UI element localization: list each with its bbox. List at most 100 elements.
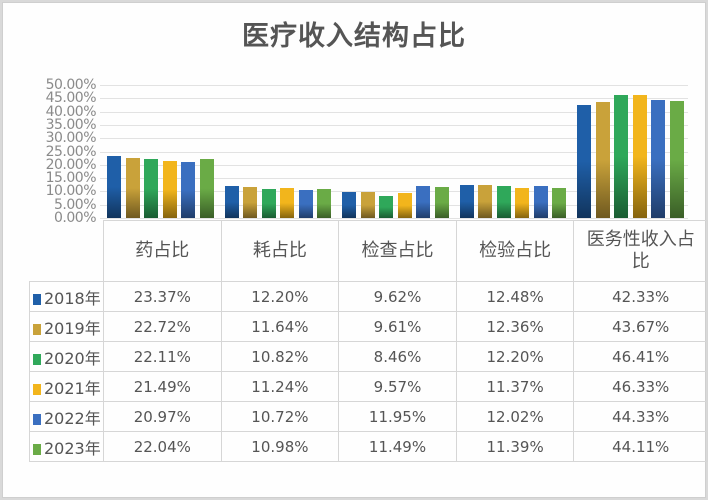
data-table: 药占比 耗占比 检查占比 检验占比 医务性收入占比 2018年 23.37% 12.…: [29, 220, 708, 462]
bar: [614, 94, 629, 218]
table-cell: 42.33%: [573, 281, 708, 312]
table-cell: 11.24%: [220, 371, 340, 402]
chart-title: 医疗收入结构占比: [242, 21, 466, 52]
y-tick-label: 25.00%: [45, 143, 97, 160]
y-tick-label: 0.00%: [54, 210, 96, 226]
gridline: [100, 111, 688, 113]
table-cell: 46.33%: [573, 371, 708, 402]
legend-swatch-icon: [33, 413, 41, 425]
bar: [416, 186, 431, 218]
legend-swatch-icon: [33, 293, 41, 305]
bar: [317, 188, 332, 218]
gridline: [100, 85, 688, 86]
column-header: 耗占比: [220, 220, 340, 282]
bar: [360, 192, 375, 218]
gridline: [100, 151, 688, 153]
bar: [199, 159, 214, 218]
plot-area: [100, 85, 688, 219]
table-row: 2018年 23.37% 12.20% 9.62% 12.48% 42.33%: [29, 281, 708, 312]
legend-row-label: 2022年: [29, 401, 104, 432]
table-row: 2019年 22.72% 11.64% 9.61% 12.36% 43.67%: [29, 311, 708, 342]
y-tick-label: 40.00%: [45, 103, 97, 120]
bar: [144, 159, 158, 218]
legend-row-label: 2023年: [29, 431, 104, 462]
gridline: [100, 124, 688, 126]
table-row: 2023年 22.04% 10.98% 11.49% 11.39% 44.11%: [29, 431, 708, 462]
legend-label: 2022年: [44, 408, 101, 428]
table-cell: 11.37%: [455, 371, 575, 402]
table-cell: 11.39%: [455, 431, 575, 462]
bar: [552, 187, 567, 218]
table-cell: 9.62%: [338, 281, 457, 312]
table-cell: 44.11%: [573, 431, 708, 462]
bar: [162, 160, 177, 218]
table-cell: 8.46%: [338, 341, 457, 372]
table-header-row: 药占比 耗占比 检查占比 检验占比 医务性收入占比: [30, 220, 708, 282]
table-cell: 11.64%: [220, 311, 340, 342]
bar: [342, 192, 357, 218]
legend-swatch-icon: [33, 323, 41, 335]
table-cell: 10.98%: [220, 431, 340, 462]
gridline: [100, 164, 688, 166]
table-row: 2020年 22.11% 10.82% 8.46% 12.20% 46.41%: [29, 341, 708, 372]
y-tick-label: 10.00%: [45, 183, 97, 200]
table-cell: 10.72%: [220, 401, 340, 432]
bar: [478, 185, 493, 218]
bar: [125, 157, 140, 218]
y-tick-label: 45.00%: [45, 90, 97, 107]
legend-row-label: 2019年: [29, 311, 104, 342]
y-axis: 50.00% 45.00% 40.00% 35.00% 30.00% 25.00% 20.0…: [30, 77, 97, 226]
gridline: [100, 191, 688, 193]
table-cell: 44.33%: [573, 401, 708, 432]
legend-swatch-icon: [33, 443, 41, 455]
table-cell: 20.97%: [102, 401, 222, 432]
bar: [515, 187, 530, 218]
table-cell: 10.82%: [220, 341, 340, 372]
bar: [434, 187, 449, 218]
table-cell: 22.11%: [102, 341, 222, 372]
bar: [224, 185, 239, 218]
y-tick-label: 5.00%: [54, 196, 96, 213]
legend-row-label: 2021年: [29, 371, 104, 402]
legend-label: 2019年: [44, 318, 101, 338]
y-tick-label: 20.00%: [45, 156, 97, 173]
gridline: [100, 138, 688, 140]
legend-row-label: 2020年: [29, 341, 104, 372]
bar: [397, 192, 412, 218]
table-cell: 12.20%: [455, 341, 575, 372]
bar: [280, 188, 295, 218]
legend-label: 2020年: [44, 348, 101, 368]
table-cell: 12.36%: [455, 311, 575, 342]
legend-row-label: 2018年: [29, 281, 104, 312]
gridline: [100, 98, 688, 100]
bar: [669, 100, 684, 218]
bar: [243, 187, 258, 218]
table-corner: [30, 221, 104, 282]
table-cell: 11.95%: [338, 401, 457, 432]
table-cell: 23.37%: [102, 281, 222, 312]
table-cell: 46.41%: [573, 341, 708, 372]
gridline: [100, 178, 688, 180]
bar: [496, 185, 511, 218]
table-cell: 9.57%: [338, 371, 457, 402]
column-header: 药占比: [102, 220, 222, 282]
bar: [632, 94, 647, 218]
legend-label: 2018年: [44, 288, 101, 308]
bar: [379, 195, 394, 218]
table-row: 2021年 21.49% 11.24% 9.57% 11.37% 46.33%: [29, 371, 708, 402]
table-cell: 21.49%: [102, 371, 222, 402]
table-cell: 43.67%: [573, 311, 708, 342]
bar: [298, 189, 313, 218]
table-cell: 22.72%: [102, 311, 222, 342]
table-cell: 9.61%: [338, 311, 457, 342]
table-row: 2022年 20.97% 10.72% 11.95% 12.02% 44.33%: [29, 401, 708, 432]
legend-swatch-icon: [33, 353, 41, 365]
table-cell: 12.20%: [220, 281, 340, 312]
y-tick-label: 50.00%: [45, 77, 97, 93]
bar: [459, 184, 474, 218]
column-header: 检验占比: [455, 220, 575, 282]
bar: [577, 105, 592, 218]
bar: [533, 186, 548, 218]
column-header: 检查占比: [338, 220, 457, 282]
legend-label: 2021年: [44, 378, 101, 398]
